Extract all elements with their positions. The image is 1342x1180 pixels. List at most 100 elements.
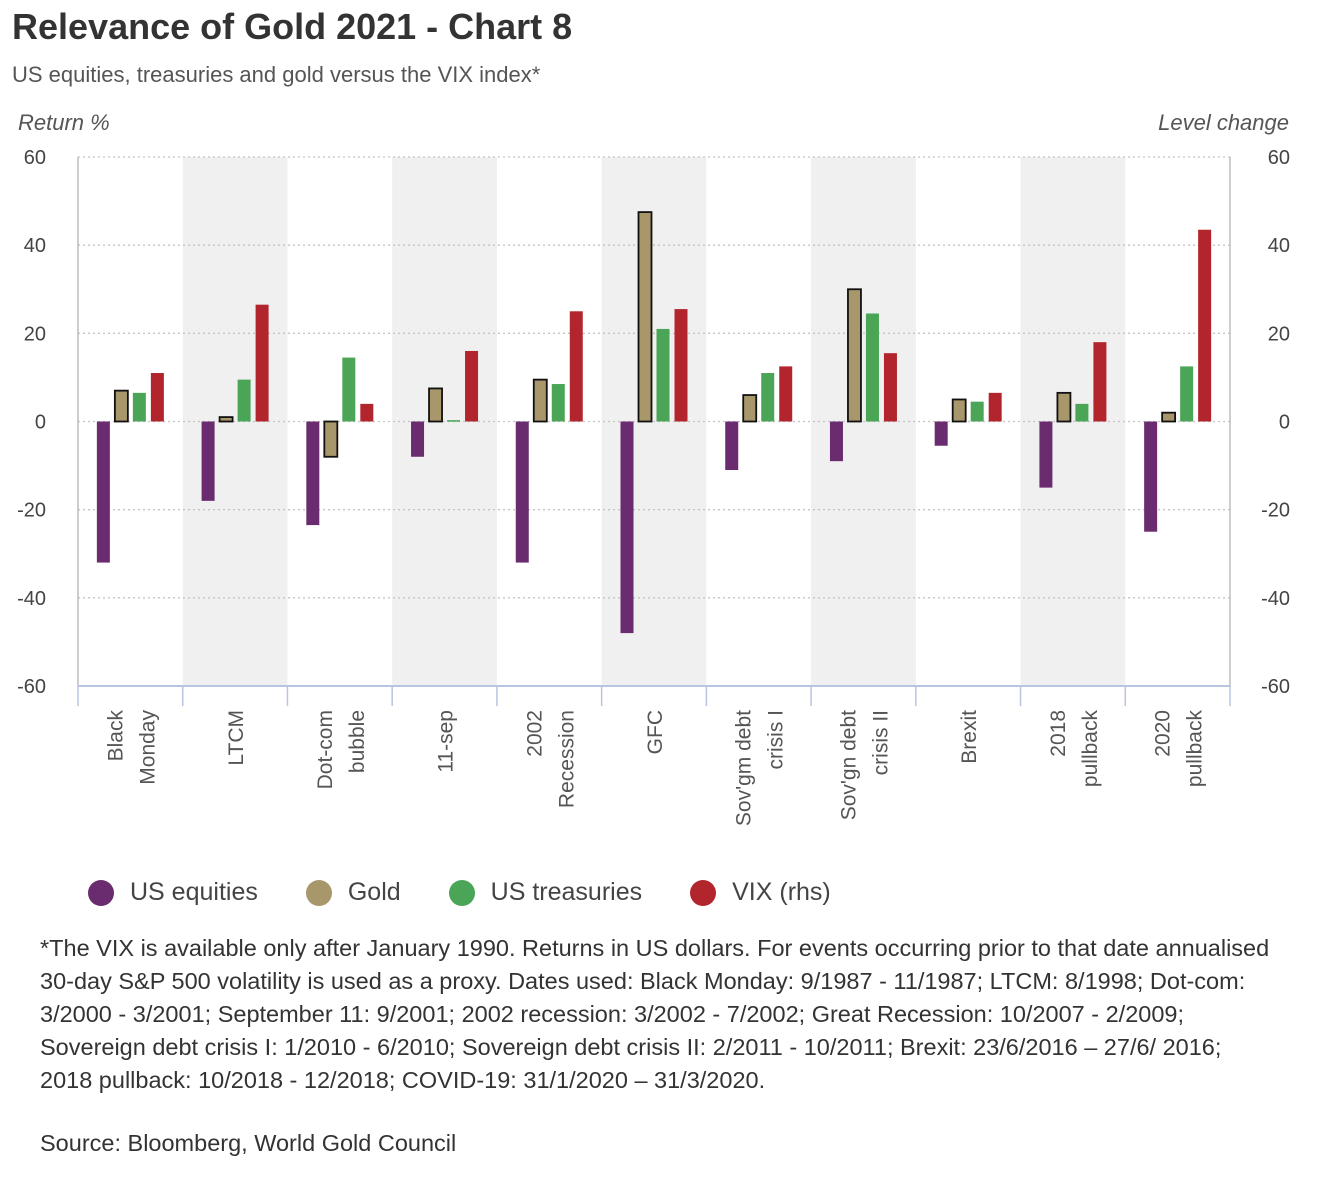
y2-tick-label: 20 xyxy=(1268,323,1290,345)
bar-vix-rhs xyxy=(988,392,1002,422)
bar-us-treasuries xyxy=(761,373,775,422)
bar-vix-rhs xyxy=(150,373,164,422)
category-label: Dot-com bubble xyxy=(314,710,369,789)
bar-vix-rhs xyxy=(1093,342,1107,422)
bar-vix-rhs xyxy=(674,309,688,422)
y2-tick-label: 0 xyxy=(1279,412,1290,434)
bar-gold xyxy=(951,398,967,423)
category-label-line: Sov'gn debt xyxy=(837,710,860,820)
footnote: *The VIX is available only after January… xyxy=(40,935,1270,1093)
bar-us-equities xyxy=(1144,421,1158,532)
bar-vix-rhs xyxy=(1198,229,1212,422)
bar-gold xyxy=(113,389,129,423)
legend-item: US equities xyxy=(88,878,258,907)
bar-vix-rhs xyxy=(360,403,374,422)
legend-item: US treasuries xyxy=(448,878,643,907)
chart-title: Relevance of Gold 2021 - Chart 8 xyxy=(12,6,573,47)
bar-us-treasuries xyxy=(551,384,565,422)
y2-tick-label: 60 xyxy=(1268,147,1290,169)
bar-gold xyxy=(847,288,862,423)
bar-vix-rhs xyxy=(255,304,269,422)
gridlines xyxy=(78,156,1230,599)
bar-us-equities xyxy=(1039,421,1053,488)
bar-us-equities xyxy=(620,421,634,634)
category-label: 2018 pullback xyxy=(1047,710,1102,788)
bar-vix-rhs xyxy=(883,353,897,422)
category-label-line: Monday xyxy=(136,710,159,785)
bar-gold xyxy=(742,394,758,423)
category-label: LTCM xyxy=(225,710,248,766)
category-label-line: Dot-com xyxy=(314,710,337,789)
bar-us-treasuries xyxy=(447,420,461,422)
legend-label: US treasuries xyxy=(490,878,643,906)
category-label: Black Monday xyxy=(104,710,159,785)
category-label: GFC xyxy=(644,710,667,754)
bar-us-treasuries xyxy=(342,357,356,422)
y2-tick-label: 40 xyxy=(1268,235,1290,257)
category-label-line: crisis II xyxy=(869,710,892,775)
bar-gold xyxy=(323,420,339,458)
bar-us-treasuries xyxy=(970,401,984,422)
bar-gold xyxy=(1056,391,1072,423)
bar-us-treasuries xyxy=(132,392,146,422)
axes xyxy=(77,157,1231,706)
category-label-line: Black xyxy=(104,710,127,762)
y-tick-label: -60 xyxy=(17,676,46,698)
legend-label: US equities xyxy=(130,878,258,906)
legend-swatch xyxy=(448,879,475,906)
legend-swatch xyxy=(690,879,717,906)
y-tick-label: 20 xyxy=(24,323,46,345)
category-label-line: pullback xyxy=(1184,710,1207,788)
bar-us-equities xyxy=(411,421,425,457)
chart-subtitle: US equities, treasuries and gold versus … xyxy=(12,62,541,87)
y-tick-label: 40 xyxy=(24,235,46,257)
category-label-line: Sov'gm debt xyxy=(733,710,756,826)
legend-label: Gold xyxy=(347,878,401,906)
y-axis-label: Return % xyxy=(18,110,110,135)
category-label-line: LTCM xyxy=(225,710,248,766)
legend-item: Gold xyxy=(305,878,401,907)
legend: US equities Gold US treasuries VIX (rhs) xyxy=(88,878,879,907)
bar-vix-rhs xyxy=(465,350,479,422)
bar-vix-rhs xyxy=(779,366,793,422)
bar-us-treasuries xyxy=(1180,366,1194,422)
bar-us-equities xyxy=(829,421,843,462)
y2-tick-label: -40 xyxy=(1261,588,1290,610)
source-note: Source: Bloomberg, World Gold Council xyxy=(40,1130,457,1156)
category-label: Sov'gm debt crisis I xyxy=(733,710,788,826)
bars xyxy=(96,211,1212,634)
bar-us-treasuries xyxy=(865,313,879,422)
category-label: Brexit xyxy=(958,710,981,764)
bar-gold xyxy=(532,378,548,423)
category-label-line: crisis I xyxy=(765,710,788,770)
legend-label: VIX (rhs) xyxy=(732,878,831,906)
category-label-line: 2018 xyxy=(1047,710,1070,757)
category-label-line: 2002 xyxy=(523,710,546,757)
y-tick-label: 60 xyxy=(24,147,46,169)
bar-us-equities xyxy=(201,421,215,501)
legend-item: VIX (rhs) xyxy=(690,878,831,907)
bar-us-equities xyxy=(515,421,529,563)
category-label-line: 11-sep xyxy=(435,710,458,773)
legend-swatch xyxy=(88,879,114,906)
y2-tick-label: -20 xyxy=(1261,500,1290,522)
bar-gold xyxy=(218,416,234,423)
category-label-line: bubble xyxy=(346,710,369,773)
bar-us-equities xyxy=(934,421,948,446)
bar-gold xyxy=(428,387,443,423)
bar-gold xyxy=(637,211,653,423)
legend-swatch xyxy=(305,879,332,906)
bar-us-treasuries xyxy=(656,328,670,422)
bar-us-equities xyxy=(306,421,320,526)
category-label: 2020 pullback xyxy=(1152,710,1207,788)
y-tick-label: -40 xyxy=(17,588,46,610)
bar-gold xyxy=(1161,411,1177,423)
y-tick-label: -20 xyxy=(17,500,46,522)
y-tick-label: 0 xyxy=(35,412,46,434)
category-label: 2002 Recession xyxy=(523,710,578,808)
category-label: 11-sep xyxy=(435,710,458,773)
bar-us-equities xyxy=(725,421,739,470)
bar-us-treasuries xyxy=(237,379,251,422)
